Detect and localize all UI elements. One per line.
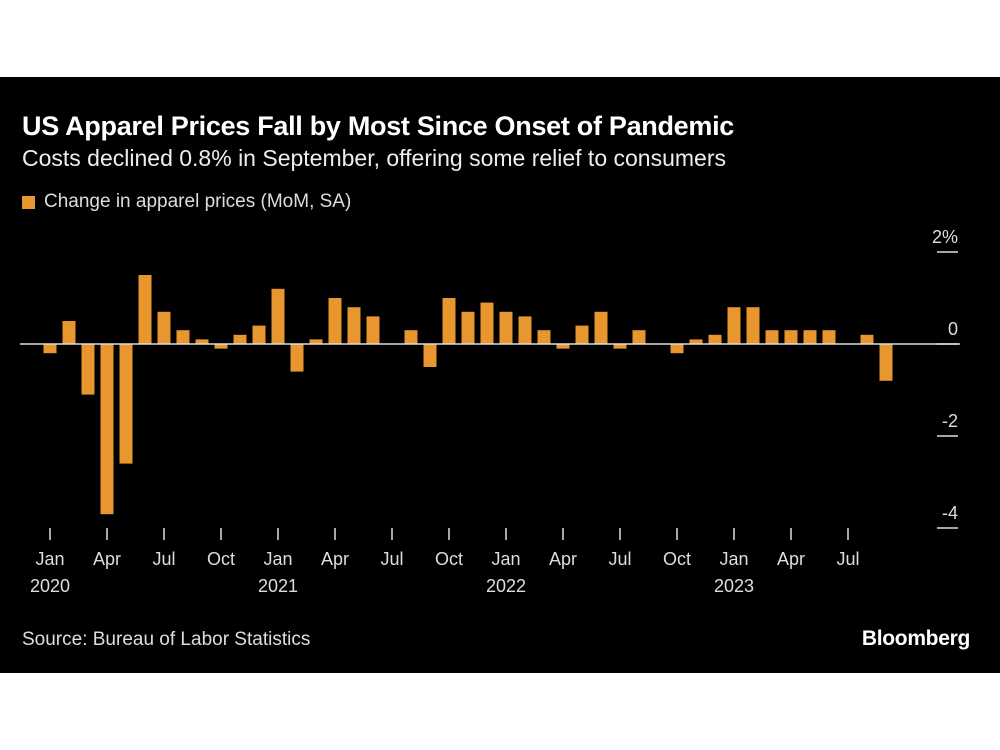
- bar: [499, 311, 513, 344]
- y-tick-label: -4: [942, 503, 958, 523]
- bar: [157, 311, 171, 344]
- bar: [442, 298, 456, 344]
- bar: [537, 330, 551, 344]
- x-tick-label: Jan: [491, 549, 520, 569]
- x-tick-label: Apr: [93, 549, 121, 569]
- bar: [860, 334, 874, 344]
- chart-title: US Apparel Prices Fall by Most Since Ons…: [22, 111, 735, 141]
- x-tick-label: Oct: [663, 549, 691, 569]
- bar: [43, 344, 57, 354]
- y-tick-label: 2%: [932, 227, 958, 247]
- legend-label: Change in apparel prices (MoM, SA): [44, 191, 352, 212]
- source-note: Source: Bureau of Labor Statistics: [22, 629, 311, 650]
- y-tick-label: 0: [948, 319, 958, 339]
- x-tick-label: Jan: [719, 549, 748, 569]
- bar: [328, 298, 342, 344]
- x-tick-label: Jul: [608, 549, 631, 569]
- y-tick-label: -2: [942, 411, 958, 431]
- bar: [708, 334, 722, 344]
- bar: [594, 311, 608, 344]
- bar: [366, 316, 380, 344]
- bar: [670, 344, 684, 354]
- bar: [689, 339, 703, 344]
- x-tick-label: Apr: [321, 549, 349, 569]
- bar: [423, 344, 437, 367]
- bar: [100, 344, 114, 515]
- bar: [518, 316, 532, 344]
- bar: [765, 330, 779, 344]
- bar: [290, 344, 304, 372]
- x-tick-label: Jul: [152, 549, 175, 569]
- bar: [81, 344, 95, 395]
- bar: [556, 344, 570, 349]
- chart-panel: US Apparel Prices Fall by Most Since Ons…: [0, 77, 1000, 673]
- bar: [404, 330, 418, 344]
- bar: [271, 288, 285, 344]
- bar: [803, 330, 817, 344]
- bar: [613, 344, 627, 349]
- bar: [784, 330, 798, 344]
- bar: [347, 307, 361, 344]
- x-tick-year: 2020: [30, 576, 70, 596]
- bar: [746, 307, 760, 344]
- x-tick-label: Apr: [777, 549, 805, 569]
- bar: [176, 330, 190, 344]
- x-tick-label: Apr: [549, 549, 577, 569]
- bar: [480, 302, 494, 344]
- bar: [879, 344, 893, 381]
- x-tick-label: Oct: [207, 549, 235, 569]
- bar: [461, 311, 475, 344]
- x-tick-label: Jan: [35, 549, 64, 569]
- bar: [195, 339, 209, 344]
- legend-swatch: [22, 195, 35, 209]
- x-tick-label: Jul: [380, 549, 403, 569]
- bar: [233, 334, 247, 344]
- bar: [309, 339, 323, 344]
- bar: [252, 325, 266, 344]
- x-tick-label: Jul: [836, 549, 859, 569]
- bar: [632, 330, 646, 344]
- x-tick-year: 2023: [714, 576, 754, 596]
- bar: [214, 344, 228, 349]
- bar: [727, 307, 741, 344]
- x-tick-label: Jan: [263, 549, 292, 569]
- bloomberg-logo: Bloomberg: [861, 627, 970, 650]
- bar: [62, 321, 76, 344]
- bar: [822, 330, 836, 344]
- x-tick-year: 2022: [486, 576, 526, 596]
- plot-area: 2% 0 -2 -4 Jan 2020 Apr Jul Oct Jan 2021 Apr Jul Oct J…: [20, 227, 960, 596]
- bar: [575, 325, 589, 344]
- legend: Change in apparel prices (MoM, SA): [22, 191, 351, 213]
- x-tick-label: Oct: [435, 549, 463, 569]
- bar: [119, 344, 133, 464]
- chart-subtitle: Costs declined 0.8% in September, offeri…: [22, 145, 726, 171]
- bar: [138, 275, 152, 344]
- x-tick-year: 2021: [258, 576, 298, 596]
